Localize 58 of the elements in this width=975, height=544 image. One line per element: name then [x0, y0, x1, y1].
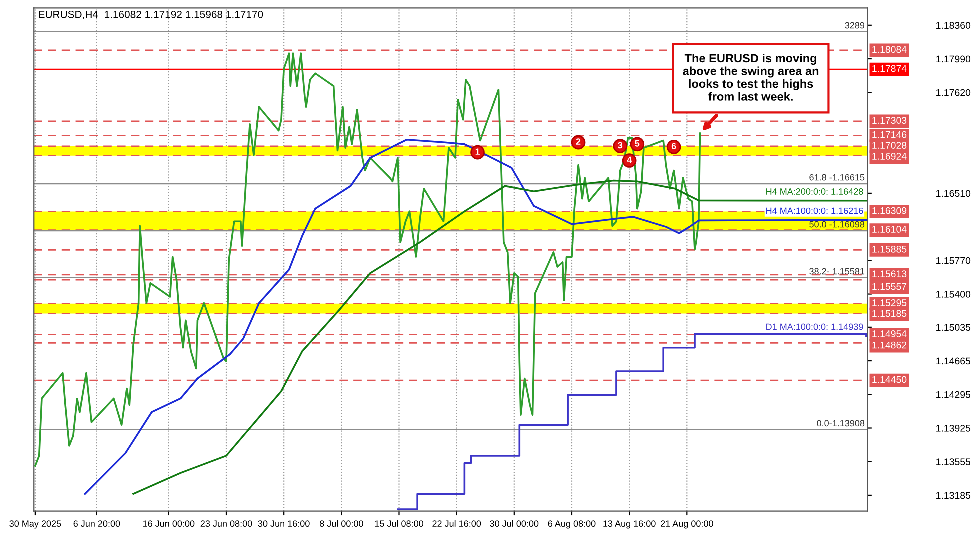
ref-line-label: 1.14862 — [872, 342, 907, 349]
x-tick-label: 30 Jun 16:00 — [258, 520, 310, 528]
ref-line-label: 1.17028 — [872, 142, 907, 150]
annotation: 38.2- 1.15581 — [810, 268, 865, 275]
x-tick-label: 30 Jul 00:00 — [490, 520, 539, 528]
ref-line-label: 1.17303 — [872, 117, 907, 124]
annotation: 5 — [635, 140, 640, 147]
ref-line-label: 1.16309 — [872, 207, 907, 214]
annotation: 2 — [576, 138, 581, 145]
x-tick-label: 23 Jun 08:00 — [200, 520, 252, 528]
ref-line-label: 1.17146 — [872, 131, 907, 138]
annotation: 1 — [476, 148, 480, 155]
x-tick-label: 13 Aug 16:00 — [604, 520, 656, 529]
annotation: 4 — [627, 156, 632, 164]
annotation: 61.8 -1.16615 — [810, 174, 865, 181]
ref-line-label: 1.14954 — [872, 330, 907, 338]
ref-line-label: 1.18084 — [872, 46, 907, 54]
x-tick-label: 15 Jul 08:00 — [375, 520, 424, 528]
y-tick-label: 1.13555 — [936, 458, 971, 466]
x-tick-label: 16 Jun 00:00 — [144, 520, 195, 528]
series-label: D1 MA:100:0:0: 1.14939 — [766, 324, 864, 330]
ref-line-label: 1.15613 — [872, 270, 907, 278]
ref-line-label: 1.15885 — [872, 246, 907, 253]
ref-line-label: 1.14450 — [872, 376, 907, 384]
y-tick-label: 1.14665 — [936, 358, 971, 365]
ref-line-label: 1.16924 — [872, 153, 907, 160]
x-tick-label: 21 Aug 00:00 — [661, 520, 714, 529]
y-tick-label: 1.15400 — [936, 291, 971, 298]
annotation: 0.0-1.13908 — [817, 420, 865, 427]
y-tick-label: 1.18360 — [936, 22, 971, 30]
y-tick-label: 1.13925 — [936, 424, 971, 432]
annotation: 50.0 -1.16098 — [810, 221, 865, 228]
x-tick-label: 30 May 2025 — [10, 520, 62, 529]
series-label: H4 MA:100:0:0: 1.16216 — [766, 208, 864, 214]
y-tick-label: 1.14295 — [936, 391, 971, 398]
series-label: H4 MA:200:0:0: 1.16428 — [766, 188, 864, 195]
ref-line-label: 1.15557 — [872, 283, 907, 290]
x-tick-label: 6 Jun 20:00 — [74, 520, 120, 528]
y-tick-label: 1.16510 — [936, 190, 971, 198]
y-tick-label: 1.17990 — [936, 56, 971, 63]
x-tick-label: 8 Jul 00:00 — [320, 520, 364, 528]
y-tick-label: 1.17620 — [936, 89, 971, 96]
ref-line-label: 1.16104 — [872, 226, 907, 233]
annotation: 3 — [618, 142, 623, 149]
annotation: 6 — [672, 143, 676, 150]
y-tick-label: 1.13185 — [936, 492, 971, 500]
ref-line-label: 1.15295 — [872, 300, 907, 306]
line-series — [132, 180, 868, 496]
x-tick-label: 6 Aug 08:00 — [548, 520, 596, 529]
y-tick-label: 1.15035 — [936, 324, 971, 332]
annotation: 3289 — [845, 22, 865, 29]
annotation: The EURUSD is moving above the swing area an looks to test the highs from last week. — [683, 54, 819, 101]
x-tick-label: 22 Jul 16:00 — [432, 520, 482, 528]
y-tick-label: 1.15770 — [936, 257, 971, 264]
chart-title: EURUSD,H4 1.16082 1.17192 1.15968 1.17170 — [39, 10, 264, 20]
line-series — [84, 138, 868, 496]
ref-line-label: 1.15185 — [872, 310, 907, 318]
ref-line-label: 1.17874 — [872, 65, 907, 72]
